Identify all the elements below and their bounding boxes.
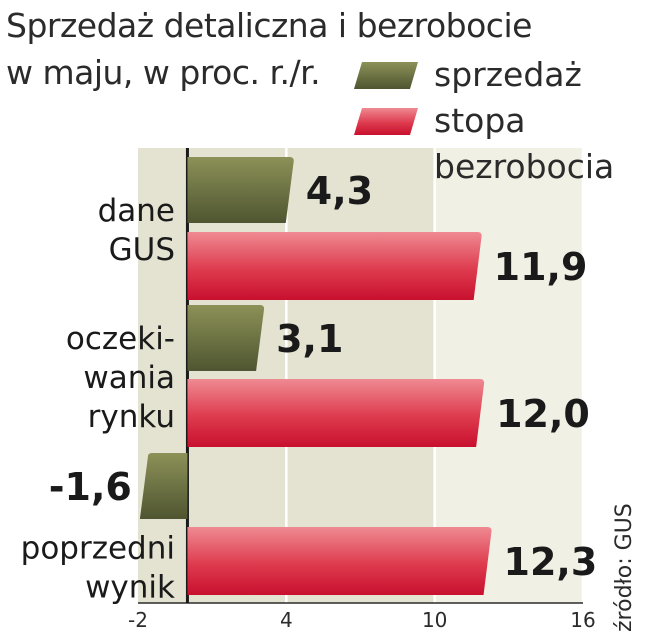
chart-title: Sprzedaż detaliczna i bezrobocie w maju,… [6, 2, 532, 96]
chart-title-line-2: w maju, w proc. r./r. [6, 53, 321, 92]
x-tick-label: 4 [280, 608, 293, 632]
legend-label: stopa [434, 101, 526, 140]
data-label: 3,1 [276, 317, 343, 361]
category-label: wynik [85, 570, 175, 606]
x-tick-label: 16 [570, 608, 595, 632]
bar-unemployment [187, 232, 482, 300]
legend-label: sprzedaż [434, 55, 582, 94]
x-tick-label: 10 [422, 608, 447, 632]
source-note: źródło: GUS [612, 503, 637, 632]
bar-sales [187, 305, 265, 371]
category-label: dane [98, 193, 175, 229]
category-label: oczeki- [66, 321, 175, 357]
legend-label: bezrobocia [434, 147, 614, 186]
category-label: poprzedni [21, 531, 175, 567]
category-label: wania [83, 360, 175, 396]
bar-sales [139, 453, 188, 519]
bar-sales [187, 157, 294, 223]
legend-swatch [354, 108, 418, 135]
chart-title-line-1: Sprzedaż detaliczna i bezrobocie [6, 6, 532, 45]
bar-unemployment [187, 527, 492, 595]
x-tick-label: -2 [128, 608, 148, 632]
legend-swatch [354, 62, 418, 89]
data-label: 4,3 [306, 169, 373, 213]
bar-unemployment [187, 379, 485, 447]
category-label: rynku [88, 399, 175, 435]
data-label: 12,0 [496, 392, 590, 436]
category-label: GUS [109, 232, 175, 268]
data-label: 11,9 [494, 245, 588, 289]
data-label: -1,6 [49, 465, 132, 509]
data-label: 12,3 [504, 540, 598, 584]
